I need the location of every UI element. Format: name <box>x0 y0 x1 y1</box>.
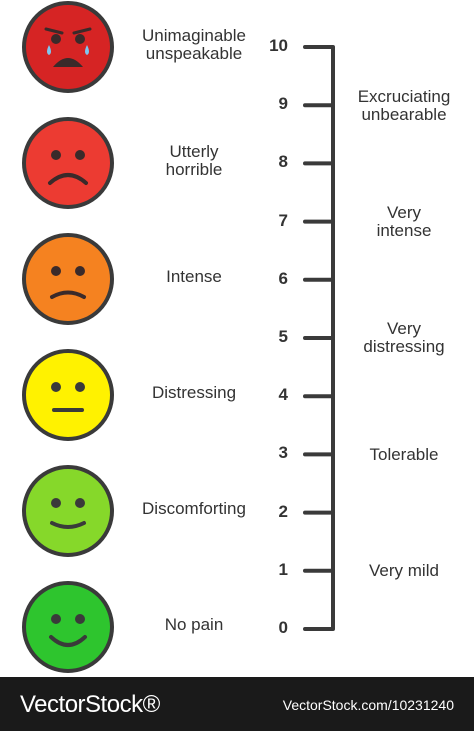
face-frown-icon <box>22 117 114 209</box>
eye-right <box>75 382 85 392</box>
eye-right <box>75 498 85 508</box>
eye-left <box>51 150 61 160</box>
face-label: Discomforting <box>142 499 246 518</box>
eye-left <box>51 266 61 276</box>
face-slight-smile-icon <box>22 465 114 557</box>
tear-right <box>85 45 89 55</box>
scale-descriptor: Very intense <box>376 203 432 240</box>
mouth <box>48 173 88 185</box>
mouth <box>50 521 86 529</box>
scale-descriptor: Tolerable <box>369 445 439 464</box>
tick-label: 4 <box>278 385 288 405</box>
pain-scale-graphic <box>22 1 335 673</box>
face-label: Intense <box>166 267 222 286</box>
tear-left <box>47 45 51 55</box>
tick-label: 2 <box>278 501 288 521</box>
eye-right <box>75 266 85 276</box>
mouth-open <box>53 58 83 67</box>
face-label: Unimaginable unspeakable <box>142 26 246 63</box>
eye-left <box>51 34 61 44</box>
scale-descriptor: Very distressing <box>363 319 445 356</box>
eye-right <box>75 614 85 624</box>
scale-descriptor: Excruciating unbearable <box>357 87 451 124</box>
tick-label: 10 <box>269 36 288 55</box>
eye-left <box>51 614 61 624</box>
face-label: No pain <box>164 615 224 634</box>
eye-right <box>75 150 85 160</box>
tick-label: 0 <box>278 618 288 637</box>
watermark-footer: VectorStock® VectorStock.com/10231240 <box>0 677 474 731</box>
tick-label: 9 <box>278 94 288 114</box>
eye-left <box>51 382 61 392</box>
face-slight-frown-icon <box>22 233 114 325</box>
tick-label: 7 <box>278 210 288 230</box>
face-crying-icon <box>22 1 114 93</box>
scale-descriptor: Very mild <box>369 561 439 580</box>
watermark-brand: VectorStock® <box>20 691 160 718</box>
tick-label: 3 <box>278 443 288 463</box>
mouth <box>50 290 86 299</box>
eye-left <box>51 498 61 508</box>
eye-right <box>75 34 85 44</box>
face-smile-icon <box>22 581 114 673</box>
tick-label: 6 <box>278 268 288 288</box>
watermark-image-id: VectorStock.com/10231240 <box>282 697 454 713</box>
tick-label: 8 <box>278 152 288 172</box>
mouth <box>49 635 87 647</box>
tick-label: 1 <box>278 559 288 579</box>
face-neutral-icon <box>22 349 114 441</box>
face-label: Distressing <box>151 383 237 402</box>
tick-label: 5 <box>278 327 288 346</box>
face-label: Utterly horrible <box>165 142 223 179</box>
